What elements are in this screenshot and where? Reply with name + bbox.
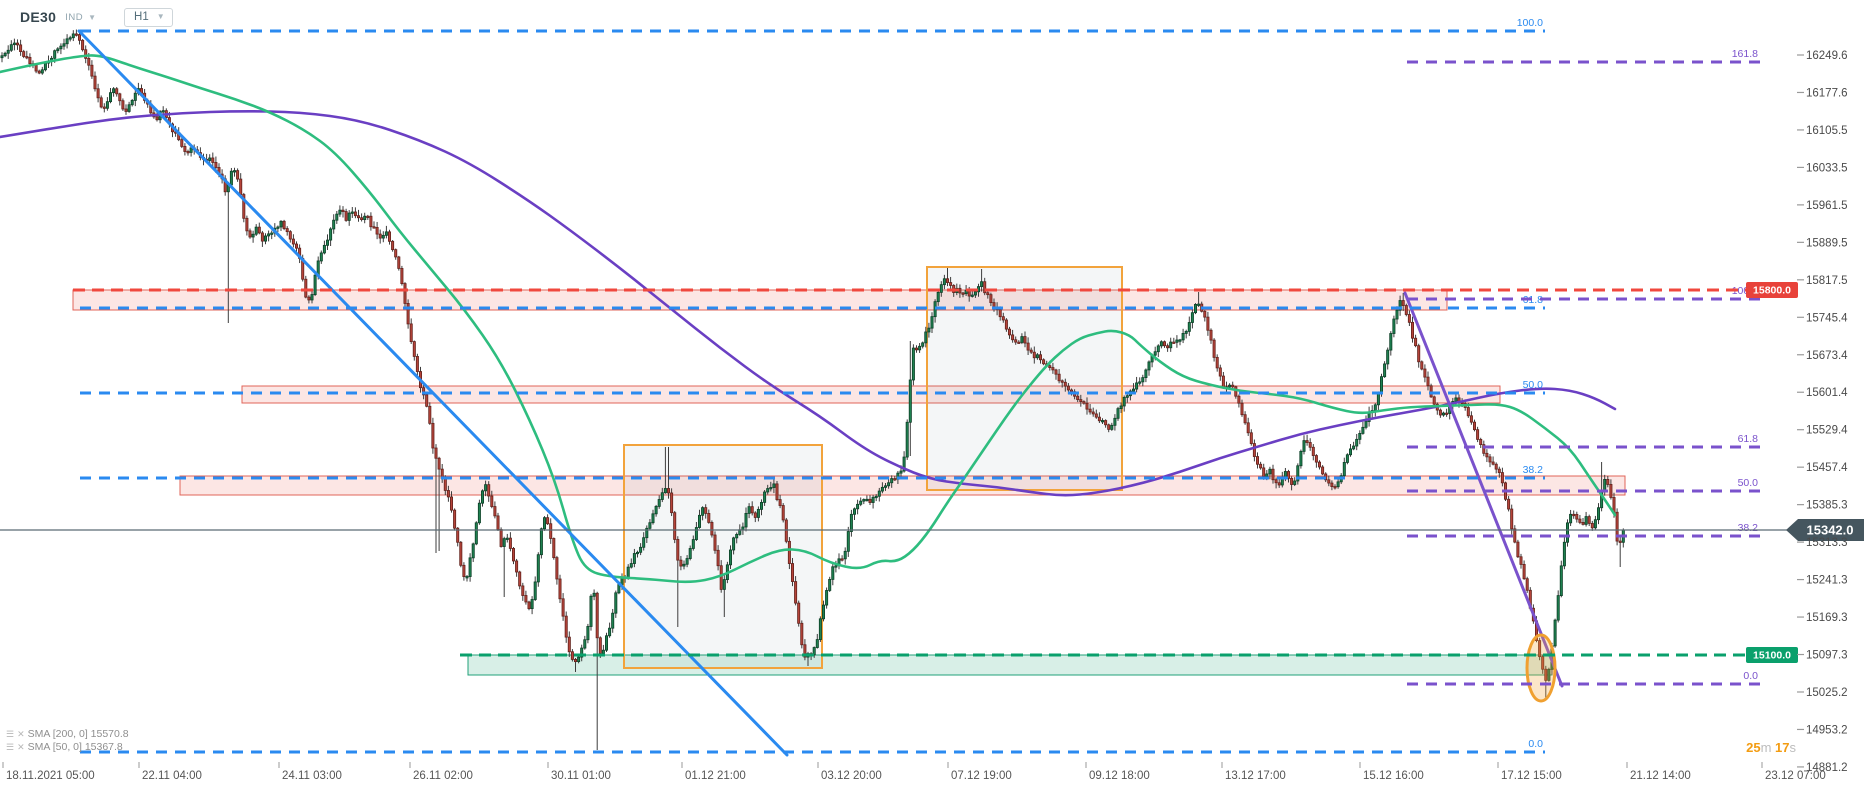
chevron-down-icon[interactable]: ▼ [88,12,97,22]
price-axis-label: 15961.5 [1806,200,1848,212]
time-axis-label: 26.11 02:00 [413,770,473,782]
current-price-badge [1786,519,1864,541]
price-axis-label: 15889.5 [1806,237,1848,249]
price-axis-label: 15169.3 [1806,612,1848,624]
price-axis-label: 15025.2 [1806,687,1848,699]
price-axis-label: 15745.4 [1806,312,1848,324]
indicator-settings-icon[interactable]: ☰ [6,741,15,752]
time-axis-label: 18.11.2021 05:00 [6,770,95,782]
sma-line-1[interactable] [0,54,1617,584]
countdown-seconds: 17 [1775,740,1790,755]
price-axis-label: 15241.3 [1806,575,1848,587]
fib-level-label: 161.8 [1732,48,1758,60]
instrument-header: DE30 IND ▼ H1 ▼ [20,5,173,29]
time-axis-label: 13.12 17:00 [1225,770,1286,782]
chevron-down-icon: ▼ [156,12,165,21]
price-axis-label: 15385.3 [1806,500,1848,512]
time-axis-label: 15.12 16:00 [1363,770,1424,782]
price-axis-label: 15529.4 [1806,425,1848,437]
price-axis-label: 16105.5 [1806,125,1848,137]
time-axis-label: 21.12 14:00 [1630,770,1691,782]
alert-price-badge [1746,647,1798,663]
indicator-settings-icon[interactable]: ☰ [6,729,15,739]
time-axis-label: 07.12 19:00 [951,770,1012,782]
candlesticks [0,29,1625,750]
time-axis-label: 01.12 21:00 [685,770,746,782]
time-axis-label: 30.11 01:00 [551,770,611,782]
current-price-value: 15342.0 [1807,523,1854,538]
price-axis-label: 15097.3 [1806,650,1848,662]
instrument-market-type: IND [65,11,84,23]
fib-level-label: 100.0 [1517,17,1543,29]
consolidation-box-1[interactable] [926,266,1123,491]
sma-line-0[interactable] [0,110,1617,497]
price-axis-label: 14953.2 [1806,724,1848,736]
fib-level-label: 61.8 [1738,433,1759,445]
timeframe-value: H1 [134,10,149,23]
price-axis-label: 16033.5 [1806,162,1848,174]
time-axis-label: 17.12 15:00 [1501,770,1562,782]
alert-price-badge [1746,282,1798,298]
price-axis-label: 15457.4 [1806,462,1848,474]
time-axis-label: 24.11 03:00 [282,770,342,782]
fib-level-label: 0.0 [1743,670,1758,682]
highlight-ellipse[interactable] [1525,633,1557,703]
price-axis-label: 15601.4 [1806,387,1848,399]
alert-price-value: 15100.0 [1753,650,1791,662]
fib-level-label: 50.0 [1738,477,1759,489]
sr-zone-2 [179,475,1626,496]
fib-level-label: 0.0 [1528,738,1543,750]
time-axis-label: 09.12 18:00 [1089,770,1150,782]
price-axis-label: 15817.5 [1806,275,1848,287]
price-axis-label: 14881.2 [1806,762,1848,774]
instrument-symbol[interactable]: DE30 [20,9,57,25]
candle-countdown-timer: 25m 17s [1746,740,1796,755]
indicator-label: SMA [50, 0] 15367.8 [27,740,123,753]
countdown-minutes: 25 [1746,740,1761,755]
alert-price-value: 15800.0 [1753,285,1791,297]
plot-area [0,29,1626,757]
fib-level-label: 38.2 [1523,464,1544,476]
time-axis-label: 23.12 07:00 [1765,770,1826,782]
fib-level-label: 38.2 [1738,522,1759,534]
price-axis-label: 16249.6 [1806,50,1848,62]
price-axis-label: 15673.4 [1806,350,1848,362]
price-axis-label: 16177.6 [1806,87,1848,99]
indicator-remove-icon[interactable]: ✕ [17,741,25,752]
timeframe-select[interactable]: H1 ▼ [124,7,173,27]
indicator-legend: ☰ ✕ SMA [200, 0] 15570.8 ☰ ✕ SMA [50, 0]… [6,728,129,753]
price-axis-label: 15313.3 [1806,537,1848,549]
fib-level-label: 61.8 [1523,294,1544,306]
indicator-remove-icon[interactable]: ✕ [17,729,25,739]
indicator-label: SMA [200, 0] 15570.8 [27,728,129,740]
time-axis-label: 22.11 04:00 [142,770,202,782]
indicator-row-sma50: ☰ ✕ SMA [50, 0] 15367.8 [6,741,129,754]
indicator-row-sma200: ☰ ✕ SMA [200, 0] 15570.8 [6,728,129,741]
time-axis-label: 03.12 20:00 [821,770,882,782]
fib-level-label: 50.0 [1523,379,1544,391]
